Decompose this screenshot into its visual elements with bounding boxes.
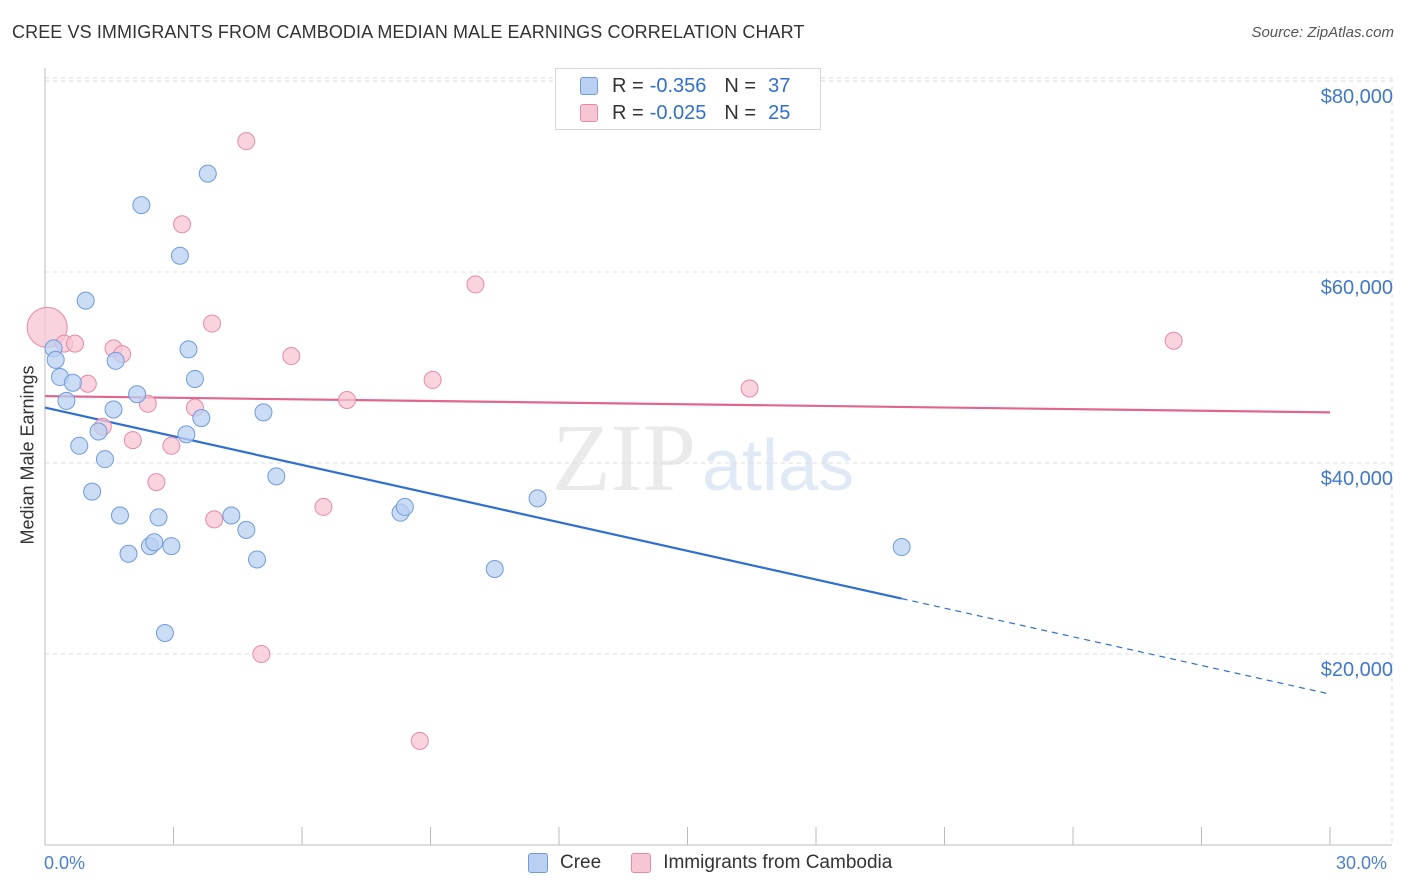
legend-item-cambodia[interactable]: Immigrants from Cambodia: [631, 852, 892, 874]
data-point-cambodia: [205, 510, 224, 529]
legend-item-cree[interactable]: Cree: [528, 852, 601, 874]
legend-n-label: N =: [724, 74, 757, 97]
axes: [44, 68, 1392, 846]
data-point-cree: [46, 350, 65, 369]
legend-r-label: R =: [612, 101, 644, 124]
watermark-atlas: atlas: [702, 426, 855, 506]
data-point-cree: [155, 623, 174, 642]
data-point-cambodia: [337, 390, 356, 409]
data-point-cree: [106, 351, 125, 370]
data-point-cambodia: [314, 497, 333, 516]
trend-line-cree: [44, 406, 902, 600]
data-point-cree: [248, 550, 267, 569]
data-point-cree: [128, 385, 147, 404]
legend-row-cree: R = -0.356 N = 37: [580, 74, 790, 98]
data-point-cree: [145, 533, 164, 552]
data-point-cree: [254, 403, 273, 422]
data-point-cree: [170, 246, 189, 265]
watermark: ZIPatlas: [552, 402, 854, 513]
legend-n-label: N =: [724, 101, 757, 124]
data-point-cree: [528, 489, 547, 508]
chart-title: CREE VS IMMIGRANTS FROM CAMBODIA MEDIAN …: [12, 22, 805, 42]
legend-r-label: R =: [612, 74, 644, 97]
trend-line-cree-extrapolated: [901, 598, 1331, 695]
legend-swatch-cambodia: [631, 853, 652, 873]
data-point-cree: [237, 520, 256, 539]
data-point-cambodia: [466, 275, 485, 294]
data-point-cree: [95, 450, 114, 469]
data-point-cambodia: [1164, 331, 1183, 350]
legend-r-value: -0.025: [649, 101, 707, 124]
data-point-cree: [177, 425, 196, 444]
legend-label-cree: Cree: [560, 852, 602, 873]
data-point-cree: [179, 340, 198, 359]
legend-row-cambodia: R = -0.025 N = 25: [580, 101, 790, 125]
data-point-cree: [162, 537, 181, 556]
x-tick-label-max: 30.0%: [1336, 853, 1388, 873]
legend-n-value: 25: [768, 101, 791, 124]
y-tick-label: $20,000: [1320, 659, 1393, 681]
data-point-cambodia: [173, 215, 192, 234]
data-point-cree: [104, 400, 123, 419]
data-point-cambodia: [65, 334, 84, 353]
data-point-cambodia: [740, 379, 759, 398]
data-point-cree: [83, 482, 102, 501]
data-point-cambodia: [237, 132, 256, 151]
series-legend: Cree Immigrants from Cambodia: [528, 852, 922, 874]
grid-lines: [45, 77, 1393, 845]
y-tick-label: $40,000: [1320, 468, 1393, 490]
trend-line-cambodia: [44, 395, 1331, 414]
data-point-cambodia: [162, 436, 181, 455]
data-point-cree: [198, 164, 217, 183]
series-cambodia-points: [26, 132, 1183, 750]
legend-swatch-cambodia: [580, 104, 598, 122]
data-point-cree: [892, 538, 911, 557]
data-point-cambodia: [123, 431, 142, 450]
y-tick-label: $80,000: [1320, 86, 1393, 108]
data-point-cambodia: [282, 347, 301, 366]
data-point-cree: [395, 497, 414, 516]
series-cree-points: [44, 164, 911, 642]
data-point-cree: [485, 560, 504, 579]
x-tick-label-min: 0.0%: [44, 853, 86, 873]
data-point-cree: [89, 422, 108, 441]
data-point-cree: [119, 544, 138, 563]
legend-swatch-cree: [580, 77, 598, 95]
data-point-cree: [70, 436, 89, 455]
data-point-cree: [149, 508, 168, 527]
y-axis-label: Median Male Earnings: [17, 365, 38, 545]
y-tick-label: $60,000: [1320, 277, 1393, 299]
correlation-legend: R = -0.356 N = 37 R = -0.025 N = 25: [555, 68, 821, 130]
data-point-cree: [110, 506, 129, 525]
trend-lines: [44, 395, 1331, 695]
data-point-cambodia: [410, 731, 429, 750]
data-point-cree: [222, 506, 241, 525]
data-point-cambodia: [203, 314, 222, 333]
data-point-cree: [63, 373, 82, 392]
data-point-cambodia: [78, 374, 97, 393]
source-credit: Source: ZipAtlas.com: [1251, 24, 1394, 41]
legend-swatch-cree: [528, 853, 548, 873]
data-point-cree: [132, 196, 151, 215]
legend-r-value: -0.356: [649, 74, 707, 97]
legend-label-cambodia: Immigrants from Cambodia: [663, 852, 893, 873]
legend-n-value: 37: [768, 74, 791, 97]
data-point-cree: [57, 391, 76, 410]
data-point-cree: [185, 369, 204, 388]
data-point-cambodia: [147, 473, 166, 492]
data-point-cambodia: [423, 370, 442, 389]
data-point-cree: [267, 467, 286, 486]
data-point-cambodia: [252, 645, 271, 663]
watermark-zip: ZIP: [552, 404, 696, 511]
data-point-cree: [192, 409, 211, 428]
data-point-cree: [76, 291, 95, 310]
